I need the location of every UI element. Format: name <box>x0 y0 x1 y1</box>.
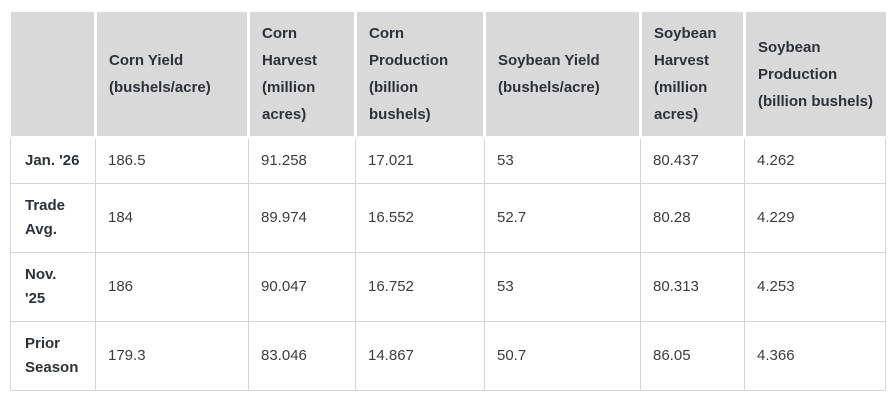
table-cell: 184 <box>95 183 249 253</box>
table-cell: 86.05 <box>640 321 745 391</box>
table-cell: 89.974 <box>248 183 356 253</box>
column-header-soybean-production: Soybean Production (billion bushels) <box>743 12 886 139</box>
table-cell: 50.7 <box>484 321 641 391</box>
table-cell: 179.3 <box>95 321 249 391</box>
table-cell: 14.867 <box>355 321 485 391</box>
column-header-soybean-harvest: Soybean Harvest (million acres) <box>639 12 745 139</box>
table-cell: 17.021 <box>355 137 485 184</box>
table-cell: 80.28 <box>640 183 745 253</box>
table-cell: 4.262 <box>744 137 886 184</box>
table-cell: 4.253 <box>744 252 886 322</box>
table-cell: 53 <box>484 137 641 184</box>
crop-report-table: Corn Yield (bushels/acre) Corn Harvest (… <box>10 12 886 391</box>
table-row-prior-season: Prior Season 179.3 83.046 14.867 50.7 86… <box>10 321 886 391</box>
table-header: Corn Yield (bushels/acre) Corn Harvest (… <box>10 12 886 139</box>
table-cell: 186.5 <box>95 137 249 184</box>
row-header: Jan. '26 <box>10 137 96 184</box>
table-cell: 4.229 <box>744 183 886 253</box>
column-header-corn-production: Corn Production (billion bushels) <box>354 12 485 139</box>
table-cell: 16.752 <box>355 252 485 322</box>
table-cell: 4.366 <box>744 321 886 391</box>
row-header: Nov. '25 <box>10 252 96 322</box>
table-cell: 80.313 <box>640 252 745 322</box>
header-row: Corn Yield (bushels/acre) Corn Harvest (… <box>10 12 886 139</box>
column-header-corn-harvest: Corn Harvest (million acres) <box>247 12 356 139</box>
table-body: Jan. '26 186.5 91.258 17.021 53 80.437 4… <box>10 137 886 391</box>
table-row-nov-25: Nov. '25 186 90.047 16.752 53 80.313 4.2… <box>10 252 886 322</box>
table-cell: 90.047 <box>248 252 356 322</box>
table-cell: 83.046 <box>248 321 356 391</box>
table-cell: 80.437 <box>640 137 745 184</box>
table-cell: 186 <box>95 252 249 322</box>
row-header: Prior Season <box>10 321 96 391</box>
table-cell: 91.258 <box>248 137 356 184</box>
table-cell: 16.552 <box>355 183 485 253</box>
table-row-jan-26: Jan. '26 186.5 91.258 17.021 53 80.437 4… <box>10 137 886 184</box>
column-header-blank <box>10 12 96 139</box>
row-header: Trade Avg. <box>10 183 96 253</box>
column-header-corn-yield: Corn Yield (bushels/acre) <box>94 12 249 139</box>
table-row-trade-avg: Trade Avg. 184 89.974 16.552 52.7 80.28 … <box>10 183 886 253</box>
table-cell: 52.7 <box>484 183 641 253</box>
column-header-soybean-yield: Soybean Yield (bushels/acre) <box>483 12 641 139</box>
table-cell: 53 <box>484 252 641 322</box>
